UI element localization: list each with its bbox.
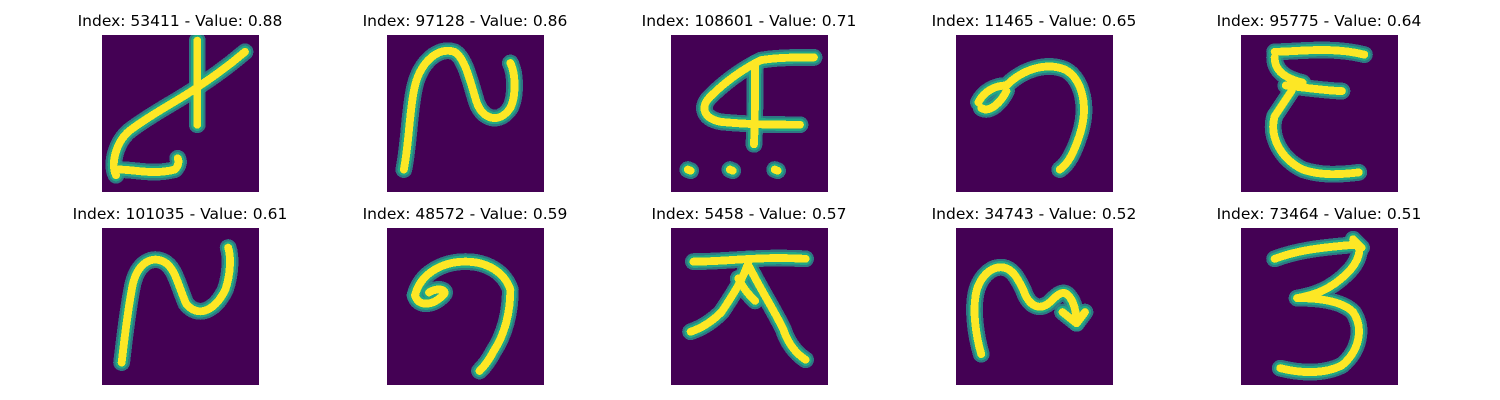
panel-05: Index: 95775 - Value: 0.64 — [1194, 0, 1444, 192]
panel-title: Index: 95775 - Value: 0.64 — [1216, 12, 1422, 30]
panel-title: Index: 53411 - Value: 0.88 — [77, 12, 283, 30]
glyph-stroke — [686, 254, 754, 336]
character-image — [387, 228, 544, 385]
panel-01: Index: 53411 - Value: 0.88 — [55, 0, 305, 192]
panel-title: Index: 34743 - Value: 0.52 — [931, 205, 1137, 223]
image-background — [387, 228, 544, 385]
glyph-stroke — [109, 47, 249, 180]
panel-title: Index: 97128 - Value: 0.86 — [362, 12, 568, 30]
glyph-stroke — [399, 46, 519, 174]
panel-title: Index: 108601 - Value: 0.71 — [641, 12, 857, 30]
glyph-stroke — [974, 62, 1088, 174]
character-image — [671, 35, 828, 192]
panel-10: Index: 73464 - Value: 0.51 — [1194, 193, 1444, 385]
character-image — [102, 228, 259, 385]
glyph-stroke — [745, 263, 810, 364]
panel-06: Index: 101035 - Value: 0.61 — [55, 193, 305, 385]
glyph-stroke — [734, 274, 760, 305]
character-image — [102, 35, 259, 192]
glyph-stroke — [1269, 112, 1363, 179]
glyph-stroke — [1270, 53, 1307, 87]
panel-title: Index: 73464 - Value: 0.51 — [1216, 205, 1422, 223]
glyph-stroke — [750, 59, 760, 149]
glyph-stroke — [970, 263, 1081, 359]
character-image — [956, 35, 1113, 192]
panel-title: Index: 101035 - Value: 0.61 — [72, 205, 288, 223]
panel-09: Index: 34743 - Value: 0.52 — [909, 193, 1159, 385]
panel-08: Index: 5458 - Value: 0.57 — [624, 193, 874, 385]
character-image — [956, 228, 1113, 385]
glyph-stroke — [411, 285, 449, 308]
panel-03: Index: 108601 - Value: 0.71 — [624, 0, 874, 192]
character-image — [671, 228, 828, 385]
glyph-stroke — [1270, 240, 1364, 377]
character-image — [1241, 228, 1398, 385]
glyph-stroke — [683, 165, 695, 175]
glyph-stroke — [117, 243, 234, 367]
glyph-stroke — [114, 154, 183, 176]
panel-title: Index: 11465 - Value: 0.65 — [931, 12, 1137, 30]
panel-title: Index: 5458 - Value: 0.57 — [651, 205, 847, 223]
glyph-stroke — [411, 257, 515, 375]
glyph-stroke — [725, 165, 737, 175]
glyph-stroke — [770, 165, 782, 175]
panel-07: Index: 48572 - Value: 0.59 — [340, 193, 590, 385]
panel-04: Index: 11465 - Value: 0.65 — [909, 0, 1159, 192]
glyph-stroke — [977, 87, 1011, 114]
character-image — [1241, 35, 1398, 192]
panel-title: Index: 48572 - Value: 0.59 — [362, 205, 568, 223]
panel-02: Index: 97128 - Value: 0.86 — [340, 0, 590, 192]
glyph-stroke — [1349, 235, 1366, 252]
glyph-stroke — [1270, 46, 1369, 59]
glyph-stroke — [1058, 308, 1089, 328]
glyph-stroke — [1281, 81, 1346, 95]
character-image — [387, 35, 544, 192]
